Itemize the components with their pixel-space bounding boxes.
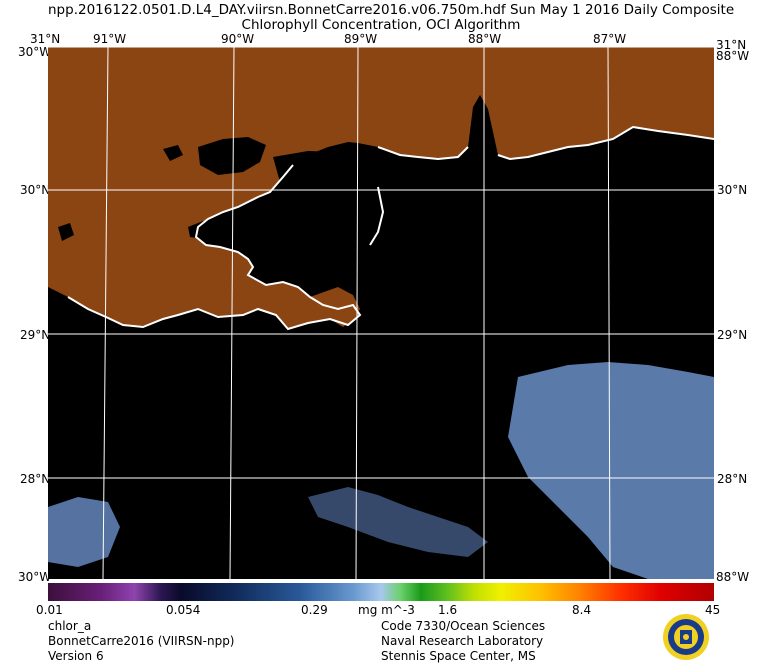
- corner-label-bottom-right: 88°W: [716, 570, 750, 584]
- colorbar-tick-5: 45: [705, 603, 721, 617]
- lat-label-right-30: 30°N: [717, 183, 748, 197]
- lat-label-right-28: 28°N: [717, 472, 748, 486]
- footer-version: Version 6: [48, 649, 104, 663]
- inland-lake-2: [58, 223, 74, 241]
- mississippi-delta: [310, 287, 360, 327]
- lon-label-top-89: 89°W: [344, 32, 378, 46]
- header-filename-date: npp.2016122.0501.D.L4_DAY.viirsn.BonnetC…: [48, 2, 735, 18]
- chlorophyll-patch-southeast: [508, 362, 714, 579]
- header-product-title: Chlorophyll Concentration, OCI Algorithm: [241, 17, 521, 33]
- footer-code: Code 7330/Ocean Sciences: [381, 619, 546, 633]
- lat-label-left-29: 29°N: [20, 328, 51, 342]
- map-canvas: [48, 47, 714, 579]
- footer-org: Naval Research Laboratory: [381, 634, 544, 648]
- land-mainland: [48, 47, 714, 329]
- lat-label-left-28: 28°N: [20, 472, 51, 486]
- footer-region-sensor: BonnetCarre2016 (VIIRSN-npp): [48, 634, 235, 648]
- coastline-edge: [67, 125, 714, 331]
- colorbar: [48, 583, 714, 601]
- colorbar-tick-2: 0.29: [301, 603, 328, 617]
- corner-label-top-left: 31°N: [30, 32, 61, 46]
- lon-label-top-90: 90°W: [221, 32, 255, 46]
- footer-variable: chlor_a: [48, 619, 92, 633]
- colorbar-tick-1: 0.054: [166, 603, 201, 617]
- chandeleur-islands: [369, 186, 385, 246]
- nrl-seal-logo: [662, 613, 710, 661]
- lake-borgne: [273, 151, 348, 199]
- footer-location: Stennis Space Center, MS: [381, 649, 536, 663]
- lon-label-top-87: 87°W: [593, 32, 627, 46]
- lon-label-top-91: 91°W: [93, 32, 127, 46]
- graticule: [48, 47, 714, 579]
- colorbar-tick-4: 8.4: [572, 603, 592, 617]
- corner-label-top-right: 31°N: [716, 38, 747, 52]
- lat-label-left-30: 30°N: [20, 183, 51, 197]
- lake-pontchartrain: [198, 137, 266, 175]
- corner-label-right-top: 88°W: [716, 49, 750, 63]
- lake-maurepas: [163, 145, 183, 161]
- chlorophyll-map: [48, 47, 714, 579]
- lat-label-right-29: 29°N: [717, 328, 748, 342]
- chlorophyll-patch-south-scatter: [308, 487, 488, 557]
- colorbar-tick-3: 1.6: [438, 603, 458, 617]
- inland-lake-1: [188, 221, 213, 239]
- colorbar-tick-0: 0.01: [36, 603, 63, 617]
- colorbar-units: mg m^-3: [358, 603, 415, 617]
- lon-label-top-88: 88°W: [468, 32, 502, 46]
- corner-label-left-top: 30°W: [18, 45, 52, 59]
- corner-label-bottom-left: 30°W: [18, 570, 52, 584]
- chlorophyll-patch-southwest: [48, 497, 120, 567]
